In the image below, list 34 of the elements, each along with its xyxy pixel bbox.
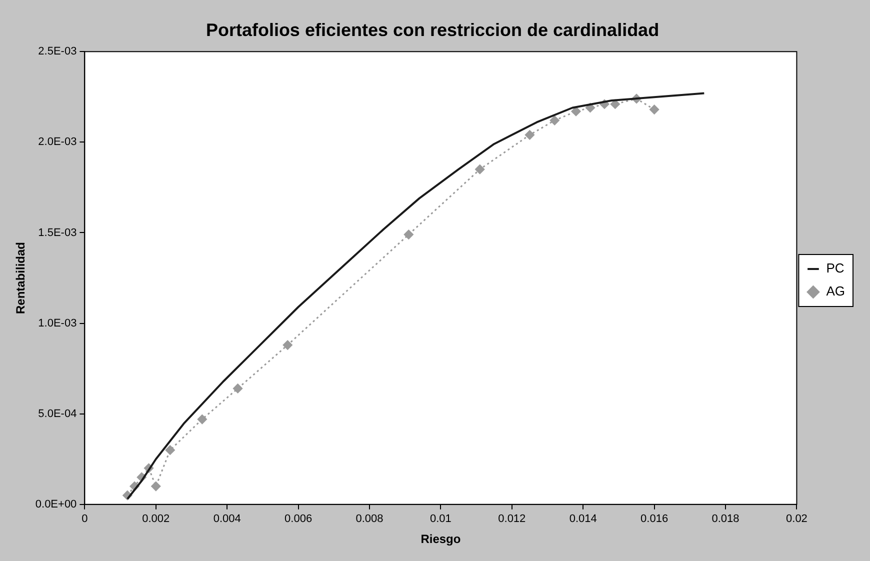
x-tick-label: 0.006 <box>284 513 312 526</box>
x-tick-label: 0 <box>82 513 88 526</box>
y-tick-label: 1.0E-03 <box>38 317 77 330</box>
y-tick-label: 1.5E-03 <box>38 226 77 239</box>
point <box>282 340 292 350</box>
x-tick-label: 0.008 <box>356 513 384 526</box>
point <box>650 104 660 114</box>
point <box>404 230 414 240</box>
y-tick-label: 2.0E-03 <box>38 136 77 148</box>
point <box>165 445 175 455</box>
y-tick-label: 2.5E-03 <box>38 46 77 58</box>
x-tick-label: 0.002 <box>142 513 170 526</box>
x-tick-label: 0.02 <box>786 513 808 526</box>
y-tick-label: 0.0E+00 <box>35 498 77 510</box>
point <box>524 130 534 140</box>
x-tick-label: 0.018 <box>712 513 740 526</box>
legend-label: PC <box>826 260 844 276</box>
chart-title: Portafolios eficientes con restriccion de cardinalidad <box>206 20 660 40</box>
x-tick-label: 0.012 <box>498 513 526 526</box>
point <box>475 164 485 174</box>
point <box>197 414 207 424</box>
x-tick-label: 0.014 <box>569 513 597 526</box>
point <box>151 482 161 492</box>
x-tick-label: 0.01 <box>430 513 452 526</box>
x-tick-label: 0.016 <box>640 513 668 526</box>
point <box>550 116 560 126</box>
point <box>233 384 243 394</box>
point <box>610 99 620 109</box>
legend-label: AG <box>826 284 846 299</box>
y-axis-title: Rentabilidad <box>14 242 28 314</box>
y-tick-label: 5.0E-04 <box>38 408 77 420</box>
x-tick-label: 0.004 <box>213 513 241 526</box>
point <box>571 106 581 116</box>
x-axis-title: Riesgo <box>420 532 461 546</box>
